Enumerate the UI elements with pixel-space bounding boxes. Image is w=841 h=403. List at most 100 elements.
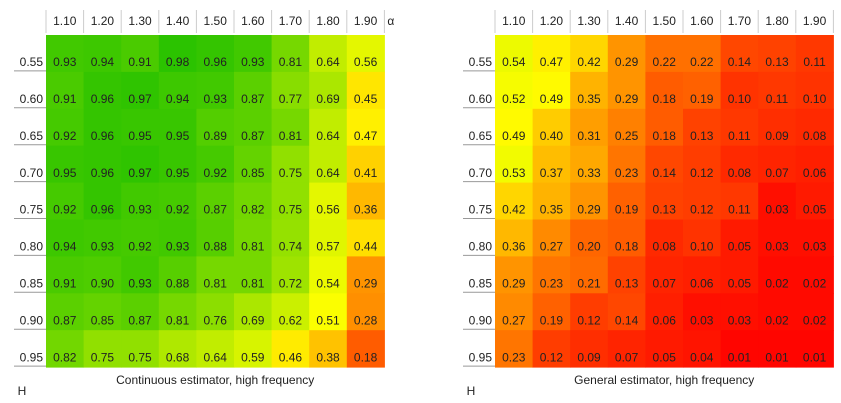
heat-cell xyxy=(346,219,385,257)
x-tick-label: 1.10 xyxy=(502,14,526,28)
cell-label: 0.98 xyxy=(166,55,190,69)
heat-cell xyxy=(570,71,609,110)
cell-label: 0.75 xyxy=(279,203,303,217)
heat-cell xyxy=(346,145,385,184)
y-tick-label: 0.80 xyxy=(469,240,493,254)
chart-title: General estimator, high frequency xyxy=(574,373,754,387)
cell-label: 0.08 xyxy=(728,166,752,180)
heat-cell xyxy=(271,182,310,220)
heat-cell xyxy=(46,108,85,147)
heat-cell xyxy=(495,219,534,257)
heat-cell xyxy=(495,256,534,294)
cell-label: 0.06 xyxy=(690,276,714,290)
cell-label: 0.81 xyxy=(241,240,265,254)
cell-label: 0.07 xyxy=(615,350,639,364)
cell-label: 0.14 xyxy=(615,313,639,327)
heat-cell xyxy=(196,182,235,220)
heat-cell xyxy=(495,293,534,331)
heat-cell xyxy=(645,293,684,331)
heat-cell xyxy=(683,145,722,184)
heat-cell xyxy=(46,145,85,184)
cell-label: 0.95 xyxy=(128,129,152,143)
cell-label: 0.82 xyxy=(53,350,77,364)
cell-label: 0.01 xyxy=(765,350,789,364)
heat-cell xyxy=(158,35,197,73)
cell-label: 0.87 xyxy=(241,129,265,143)
heat-cell xyxy=(645,108,684,147)
heat-cell xyxy=(683,219,722,257)
cell-label: 0.36 xyxy=(354,203,378,217)
cell-label: 0.93 xyxy=(241,55,265,69)
cell-label: 0.06 xyxy=(803,166,827,180)
heat-cell xyxy=(83,293,122,331)
heat-cell xyxy=(46,182,85,220)
heat-cell xyxy=(196,219,235,257)
heat-cell xyxy=(720,293,759,331)
heat-cell xyxy=(720,182,759,220)
cell-label: 0.29 xyxy=(615,55,639,69)
cell-label: 0.12 xyxy=(690,166,714,180)
cell-label: 0.87 xyxy=(204,203,228,217)
y-tick-label: 0.60 xyxy=(20,92,44,106)
heat-cell xyxy=(121,35,160,73)
heat-cell xyxy=(607,330,646,368)
cell-label: 0.96 xyxy=(91,92,115,106)
cell-label: 0.81 xyxy=(204,276,228,290)
cell-label: 0.18 xyxy=(653,92,677,106)
x-tick-label: 1.70 xyxy=(279,14,303,28)
heat-cell xyxy=(758,71,797,110)
heat-cell xyxy=(83,219,122,257)
cell-label: 0.85 xyxy=(241,166,265,180)
heat-cell xyxy=(645,71,684,110)
cell-label: 0.87 xyxy=(128,313,152,327)
cell-label: 0.23 xyxy=(540,276,564,290)
cell-label: 0.12 xyxy=(540,350,564,364)
y-axis-label: H xyxy=(467,384,476,398)
cell-label: 0.21 xyxy=(577,276,601,290)
x-tick-label: 1.70 xyxy=(728,14,752,28)
heat-cell xyxy=(121,330,160,368)
heat-cell xyxy=(83,35,122,73)
heat-cell xyxy=(532,35,571,73)
heat-cell xyxy=(758,35,797,73)
heat-cell xyxy=(234,330,273,368)
heat-cell xyxy=(645,219,684,257)
heat-cell xyxy=(758,108,797,147)
cell-label: 0.53 xyxy=(502,166,526,180)
cell-label: 0.96 xyxy=(91,203,115,217)
cell-label: 0.11 xyxy=(728,203,751,217)
cell-label: 0.68 xyxy=(166,350,190,364)
cell-label: 0.02 xyxy=(765,276,789,290)
cell-label: 0.41 xyxy=(354,166,378,180)
cell-label: 0.89 xyxy=(204,129,228,143)
heat-cell xyxy=(271,35,310,73)
heat-cell xyxy=(46,330,85,368)
cell-label: 0.19 xyxy=(690,92,714,106)
cell-label: 0.19 xyxy=(615,203,639,217)
cell-label: 0.23 xyxy=(615,166,639,180)
heat-cell xyxy=(570,145,609,184)
heat-cell xyxy=(346,330,385,368)
cell-label: 0.92 xyxy=(204,166,228,180)
cell-label: 0.77 xyxy=(279,92,303,106)
cell-label: 0.75 xyxy=(91,350,115,364)
cell-label: 0.81 xyxy=(279,129,303,143)
heat-cell xyxy=(196,35,235,73)
heat-cell xyxy=(46,219,85,257)
cell-label: 0.87 xyxy=(241,92,265,106)
y-tick-label: 0.85 xyxy=(20,276,44,290)
heat-cell xyxy=(758,182,797,220)
heat-cell xyxy=(795,256,834,294)
cell-label: 0.93 xyxy=(53,55,77,69)
heat-cell xyxy=(346,108,385,147)
cell-label: 0.13 xyxy=(615,276,639,290)
heat-cell xyxy=(46,293,85,331)
cell-label: 0.54 xyxy=(502,55,526,69)
y-tick-label: 0.80 xyxy=(20,240,44,254)
cell-label: 0.05 xyxy=(728,240,752,254)
heat-cell xyxy=(758,145,797,184)
heat-cell xyxy=(607,182,646,220)
heat-cell xyxy=(795,293,834,331)
heat-cell xyxy=(83,108,122,147)
heat-cell xyxy=(570,182,609,220)
